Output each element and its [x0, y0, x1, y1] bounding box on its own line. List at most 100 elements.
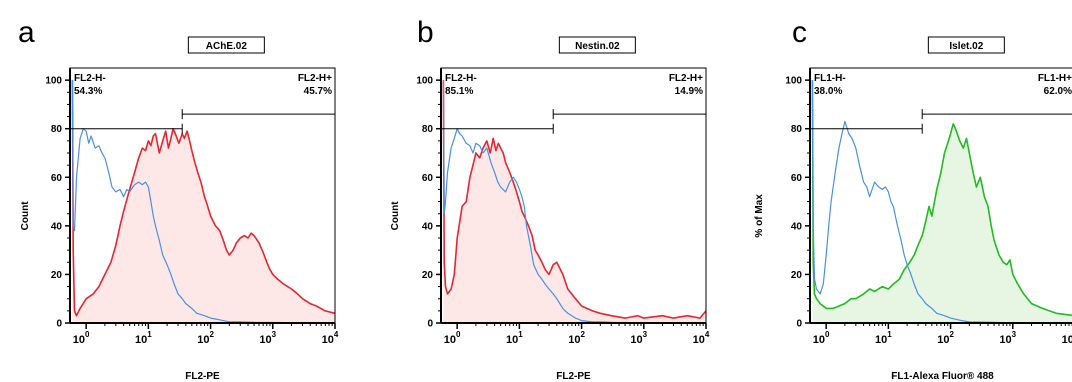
x-tick-label: 102: [197, 330, 214, 346]
y-axis-label: Count: [20, 201, 31, 231]
gate-left-pct: 54.3%: [74, 86, 102, 97]
y-tick-label: 0: [427, 319, 433, 330]
x-tick-label: 102: [568, 330, 585, 346]
x-tick-exponent: 1: [518, 330, 523, 339]
series-group: [442, 80, 706, 323]
x-tick-base: 10: [1062, 334, 1072, 346]
series-0-area: [812, 80, 1072, 323]
x-tick-base: 10: [999, 334, 1011, 346]
gate-right-name: FL2-H+: [669, 73, 703, 84]
x-axis-label: FL2-PE: [556, 371, 591, 382]
x-tick-label: 104: [1062, 330, 1072, 346]
series-0-area: [72, 80, 335, 323]
x-tick-base: 10: [568, 334, 580, 346]
chart-title-box: [558, 36, 636, 54]
chart-title: Islet.02: [949, 41, 983, 52]
chart-panel-c: c Islet.02FL1-H-38.0%FL1-H+62.0%020406080…: [754, 16, 1072, 382]
y-axis-label: % of Max: [754, 194, 765, 238]
x-tick-label: 104: [693, 330, 710, 346]
x-tick-exponent: 0: [825, 330, 830, 339]
series-1-line: [811, 80, 1072, 323]
y-tick-label: 40: [51, 221, 63, 232]
x-tick-label: 101: [135, 330, 152, 346]
x-tick-exponent: 0: [85, 330, 90, 339]
y-tick-label: 60: [51, 173, 63, 184]
gate-left-name: FL2-H-: [74, 73, 106, 84]
panel-letter: b: [417, 16, 434, 49]
chart-title-box: [927, 36, 1005, 54]
x-tick-base: 10: [813, 334, 825, 346]
gate-left-name: FL2-H-: [445, 73, 477, 84]
chart-title-box: [187, 36, 265, 54]
x-tick-exponent: 4: [334, 330, 339, 339]
x-tick-exponent: 1: [887, 330, 892, 339]
chart-title: AChE.02: [206, 41, 248, 52]
y-tick-label: 40: [791, 221, 803, 232]
y-tick-label: 20: [51, 270, 63, 281]
gate-right-name: FL1-H+: [1038, 73, 1072, 84]
gate-right-pct: 62.0%: [1044, 86, 1072, 97]
gate-left-pct: 85.1%: [445, 86, 473, 97]
chart-title: Nestin.02: [575, 41, 620, 52]
x-tick-label: 103: [259, 330, 276, 346]
gate-right-name: FL2-H+: [298, 73, 332, 84]
y-tick-label: 100: [45, 76, 62, 87]
y-tick-label: 0: [796, 319, 802, 330]
x-tick-label: 104: [322, 330, 339, 346]
y-axis-label: Count: [390, 201, 401, 231]
x-tick-label: 100: [73, 330, 90, 346]
x-axis-label: FL2-PE: [185, 371, 220, 382]
y-tick-label: 100: [785, 76, 802, 87]
x-tick-base: 10: [693, 334, 705, 346]
series-1-line: [71, 80, 335, 323]
series-0-line: [71, 80, 335, 317]
x-tick-base: 10: [444, 334, 456, 346]
panel-letter: c: [792, 16, 807, 49]
x-tick-exponent: 3: [643, 330, 648, 339]
series-0-line: [442, 80, 706, 319]
x-axis-label: FL1-Alexa Fluor® 488: [891, 371, 994, 382]
y-tick-label: 80: [422, 124, 434, 135]
series-1-line: [442, 80, 706, 323]
x-tick-base: 10: [135, 334, 147, 346]
gate-right-pct: 14.9%: [675, 86, 703, 97]
x-tick-label: 103: [999, 330, 1016, 346]
x-tick-label: 101: [875, 330, 892, 346]
panel-letter: a: [18, 16, 35, 49]
y-tick-label: 80: [51, 124, 63, 135]
series-group: [71, 80, 335, 323]
y-tick-label: 100: [416, 76, 433, 87]
x-tick-base: 10: [937, 334, 949, 346]
x-tick-base: 10: [506, 334, 518, 346]
y-tick-label: 40: [422, 221, 434, 232]
gate-right-pct: 45.7%: [304, 86, 332, 97]
x-tick-base: 10: [322, 334, 334, 346]
x-tick-label: 101: [506, 330, 523, 346]
gate-left-name: FL1-H-: [814, 73, 846, 84]
series-0-area: [443, 80, 706, 323]
x-tick-base: 10: [259, 334, 271, 346]
y-tick-label: 0: [56, 319, 62, 330]
y-tick-label: 20: [422, 270, 434, 281]
x-tick-exponent: 0: [456, 330, 461, 339]
x-tick-label: 100: [444, 330, 461, 346]
x-tick-exponent: 2: [209, 330, 214, 339]
x-tick-exponent: 2: [949, 330, 954, 339]
x-tick-base: 10: [875, 334, 887, 346]
x-tick-label: 103: [630, 330, 647, 346]
x-tick-label: 100: [813, 330, 830, 346]
x-tick-base: 10: [630, 334, 642, 346]
y-tick-label: 80: [791, 124, 803, 135]
series-0-line: [811, 80, 1072, 317]
y-tick-label: 20: [791, 270, 803, 281]
x-tick-exponent: 3: [1012, 330, 1017, 339]
series-group: [811, 80, 1072, 323]
chart-panel-a: a AChE.02FL2-H-54.3%FL2-H+45.7%0204060801…: [18, 16, 339, 382]
x-tick-label: 102: [937, 330, 954, 346]
chart-panel-b: b Nestin.02FL2-H-85.1%FL2-H+14.9%02040608…: [390, 16, 710, 382]
gate-left-pct: 38.0%: [814, 86, 842, 97]
y-tick-label: 60: [422, 173, 434, 184]
x-tick-exponent: 2: [580, 330, 585, 339]
x-tick-base: 10: [197, 334, 209, 346]
